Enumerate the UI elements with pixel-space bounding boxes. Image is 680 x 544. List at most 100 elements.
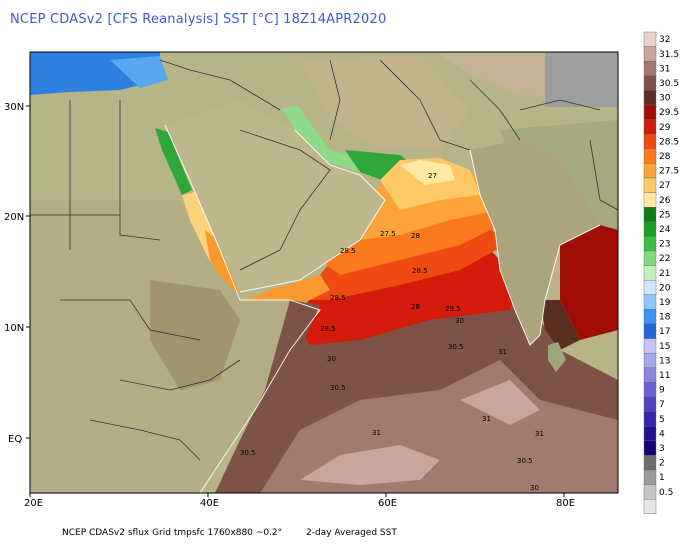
colorbar-swatch (643, 309, 657, 325)
axis-ticks (26, 105, 565, 497)
contour-label: 28.5 (330, 294, 346, 302)
contour-label: 31 (482, 415, 491, 423)
contour-label: 28.5 (412, 267, 428, 275)
border-line (519, 99, 601, 111)
x-tick-label: 40E (200, 498, 219, 509)
colorbar-swatch (643, 148, 657, 164)
coastlines (164, 124, 601, 493)
colorbar-swatch (643, 353, 657, 369)
colorbar-label: 9 (659, 386, 665, 396)
colorbar-swatch (643, 192, 657, 208)
footer-description: 2-day Averaged SST (306, 528, 397, 538)
india-landmass (470, 140, 600, 345)
colorbar-swatch (643, 61, 657, 77)
colorbar-swatch (643, 119, 657, 135)
border-line (60, 299, 201, 341)
contour-label: 29.5 (445, 305, 461, 313)
bay-of-bengal-west (540, 300, 580, 350)
colorbar-label: 18 (659, 313, 671, 323)
colorbar-label: 26 (659, 196, 671, 206)
contour-labels: 27 27.5 28 28.5 28.5 28 28.5 29.5 30 28.… (240, 172, 544, 492)
colorbar-label: 31 (659, 64, 670, 74)
contour-label: 30 (455, 317, 464, 325)
map-title: NCEP CDASv2 [CFS Reanalysis] SST [°C] 18… (10, 12, 387, 27)
colorbar-label: 29 (659, 123, 671, 133)
border-line (30, 214, 161, 241)
colorbar-label: 7 (659, 400, 665, 410)
colorbar-label: 28.5 (659, 137, 679, 147)
colorbar-label: 21 (659, 269, 670, 279)
contour-label: 30 (327, 355, 336, 363)
colorbar-swatch (643, 469, 657, 485)
colorbar-label: 5 (659, 415, 665, 425)
colorbar-swatch (643, 177, 657, 193)
ocean-31-5-b (460, 380, 540, 425)
coastline (469, 149, 601, 346)
red-sea-north (155, 128, 192, 195)
arabian-peninsula (165, 100, 385, 292)
contour-label: 30 (530, 484, 539, 492)
colorbar-label: 27.5 (659, 167, 679, 177)
red-sea-south (205, 230, 238, 296)
east-africa-highlands (150, 280, 240, 390)
arabian-sea-26 (400, 160, 455, 185)
colorbar-swatch (643, 426, 657, 442)
colorbar-swatch (643, 367, 657, 383)
border-line (329, 59, 341, 141)
border-line (159, 59, 281, 111)
colorbar-swatch (643, 396, 657, 412)
border-line (239, 129, 331, 271)
colorbar-swatch (643, 90, 657, 106)
colorbar-label: 24 (659, 225, 671, 235)
colorbar-label: 30 (659, 94, 671, 104)
colorbar-label: 15 (659, 342, 670, 352)
somali-coast-strip (215, 300, 320, 493)
colorbar-label: 23 (659, 240, 670, 250)
y-tick-label: 10N (4, 323, 24, 334)
contour-label: 31 (535, 430, 544, 438)
colorbar-label: 32 (659, 35, 670, 45)
border-line (119, 359, 241, 391)
border-line (589, 139, 618, 211)
colorbar-swatch (643, 236, 657, 252)
colorbar-label: 28 (659, 152, 671, 162)
colorbar-label: 30.5 (659, 79, 679, 89)
colorbar-swatch (643, 323, 657, 339)
colorbar-label: 25 (659, 210, 670, 220)
x-tick-label: 80E (556, 498, 575, 509)
colorbar-label: 17 (659, 327, 670, 337)
colorbar-swatch (643, 221, 657, 237)
colorbar-label: 31.5 (659, 50, 679, 60)
contour-label: 30.5 (517, 457, 533, 465)
contour-label: 28.5 (320, 325, 336, 333)
colorbar-swatch (643, 163, 657, 179)
map-frame (29, 51, 619, 494)
colorbar-swatch (643, 484, 657, 500)
sri-lanka (548, 342, 566, 372)
contour-label: 27 (428, 172, 437, 180)
footer-source: NCEP CDASv2 sflux Grid tmpsfc 1760x880 ~… (62, 528, 283, 538)
colorbar-swatch (643, 104, 657, 120)
colorbar-swatch (643, 440, 657, 456)
colorbar-swatch (643, 31, 657, 47)
contour-label: 27.5 (380, 230, 396, 238)
ocean-31-5 (300, 445, 440, 485)
colorbar-swatch (643, 294, 657, 310)
y-tick-label: 20N (4, 212, 24, 223)
contour-label: 31 (498, 348, 507, 356)
terrain-iran (300, 55, 470, 150)
colorbar-swatch (643, 455, 657, 471)
colorbar: 3231.53130.53029.52928.52827.52726252423… (643, 31, 679, 515)
border-line (469, 79, 521, 141)
colorbar-swatch (643, 206, 657, 222)
contour-label: 28.5 (340, 247, 356, 255)
colorbar-swatch (643, 280, 657, 296)
colorbar-label: 2 (659, 459, 665, 469)
colorbar-swatch (643, 133, 657, 149)
border-line (89, 419, 201, 461)
colorbar-label: 27 (659, 181, 670, 191)
colorbar-swatch (643, 411, 657, 427)
colorbar-label: 1 (659, 473, 665, 483)
contour-label: 30.5 (330, 384, 346, 392)
